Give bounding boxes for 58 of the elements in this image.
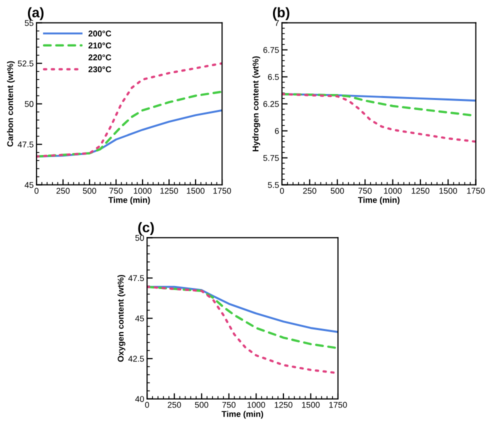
y-axis-title: Carbon content (wt%) — [6, 61, 15, 147]
x-tick-label: 1750 — [213, 188, 232, 194]
y-tick-label: 5.75 — [263, 155, 279, 161]
x-axis-title: Time (min) — [108, 196, 150, 205]
chart-title: (c) — [138, 222, 154, 236]
x-tick-label: 0 — [145, 402, 150, 408]
y-tick-label: 45 — [24, 182, 34, 188]
y-tick-label: 6.5 — [268, 74, 279, 80]
x-tick-label: 1500 — [302, 402, 320, 408]
x-tick-label: 500 — [195, 402, 208, 408]
y-tick-label: 6.25 — [263, 101, 279, 107]
x-tick-label: 0 — [34, 188, 39, 194]
x-tick-label: 250 — [303, 188, 316, 194]
y-tick-label: 50 — [135, 234, 144, 241]
x-axis-title: Time (min) — [222, 410, 264, 419]
chart-title: (b) — [272, 7, 290, 20]
y-tick-label: 52.5 — [18, 60, 34, 66]
text: 220°C — [88, 54, 112, 60]
y-tick-label: 42.5 — [128, 356, 144, 362]
y-tick-label: 7 — [274, 20, 279, 26]
x-tick-label: 250 — [56, 188, 70, 194]
line-series — [36, 90, 222, 158]
x-tick-label: 1750 — [467, 188, 485, 194]
chart-title: (a) — [28, 7, 44, 20]
x-tick-label: 750 — [358, 188, 372, 194]
x-tick-label: 1500 — [439, 188, 458, 194]
y-tick-label: 6.75 — [263, 47, 279, 53]
x-tick-label: 500 — [330, 188, 344, 194]
y-tick-label: 47.5 — [18, 142, 34, 148]
x-tick-label: 1250 — [274, 402, 292, 408]
legend-label: 230°C — [88, 66, 112, 72]
x-tick-label: 250 — [168, 402, 181, 408]
y-tick-label: 40 — [135, 396, 144, 402]
y-axis-title: Hydrogen content (wt%) — [252, 56, 260, 152]
y-tick-label: 50 — [24, 101, 34, 107]
x-tick-label: 1750 — [329, 402, 347, 408]
x-tick-label: 750 — [222, 402, 236, 408]
y-tick-label: 47.5 — [128, 275, 144, 282]
x-axis-title: Time (min) — [358, 196, 400, 205]
line-series — [36, 62, 222, 158]
x-tick-label: 500 — [82, 188, 96, 194]
x-tick-label: 1500 — [186, 188, 205, 194]
x-tick-label: 1000 — [248, 402, 266, 408]
x-tick-label: 1250 — [160, 188, 178, 194]
y-tick-label: 45 — [135, 316, 144, 322]
line-series — [282, 93, 476, 143]
x-tick-label: 750 — [110, 188, 123, 194]
y-tick-label: 6 — [274, 128, 279, 134]
legend-label: 210°C — [88, 42, 112, 48]
y-tick-label: 5.5 — [268, 182, 279, 188]
y-tick-label: 55 — [24, 20, 34, 26]
x-tick-label: 1000 — [384, 188, 402, 194]
x-tick-label: 1250 — [412, 188, 430, 194]
y-axis-title: Oxygen content (wt%) — [117, 274, 126, 362]
legend-label: 200°C — [88, 30, 112, 36]
line-series — [147, 286, 338, 350]
x-tick-label: 1000 — [134, 188, 152, 194]
x-tick-label: 0 — [280, 188, 284, 194]
